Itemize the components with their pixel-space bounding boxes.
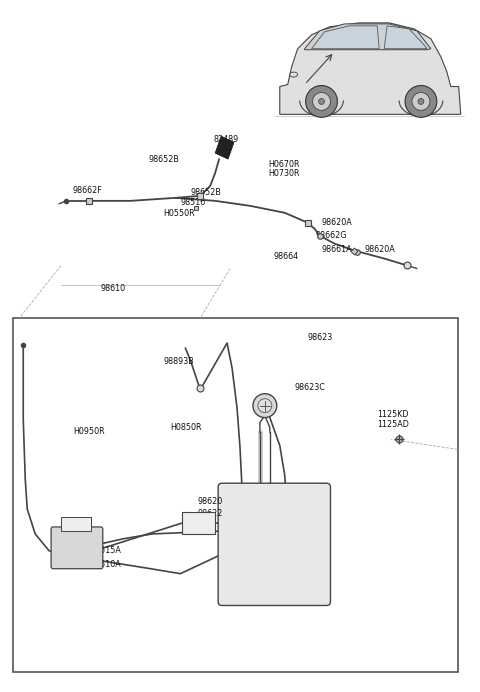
Circle shape <box>258 399 272 412</box>
Bar <box>61 517 91 531</box>
Text: 98620A: 98620A <box>322 218 352 227</box>
Text: 82489: 82489 <box>213 135 239 144</box>
Text: H0850R: H0850R <box>170 423 202 432</box>
Text: 98661A: 98661A <box>322 245 352 254</box>
Text: H0730R: H0730R <box>268 169 300 178</box>
Text: 98652B: 98652B <box>148 154 180 163</box>
FancyBboxPatch shape <box>218 483 330 606</box>
Polygon shape <box>305 24 431 50</box>
Circle shape <box>312 93 330 110</box>
Polygon shape <box>312 26 379 48</box>
Circle shape <box>412 93 430 110</box>
Text: 1125KD: 1125KD <box>377 410 408 419</box>
Polygon shape <box>215 136 234 159</box>
Bar <box>13 318 458 672</box>
Bar <box>182 512 215 534</box>
Text: 98620: 98620 <box>197 497 223 506</box>
Text: 98623C: 98623C <box>295 383 325 392</box>
Text: 98610: 98610 <box>101 284 126 293</box>
Text: 98662F: 98662F <box>73 186 103 195</box>
Text: 1125AD: 1125AD <box>377 420 409 429</box>
Text: 98510A: 98510A <box>91 561 121 570</box>
Polygon shape <box>280 23 461 114</box>
Circle shape <box>253 394 277 417</box>
Text: 98662G: 98662G <box>315 231 347 240</box>
Text: H0670R: H0670R <box>268 160 300 169</box>
Text: 98515A: 98515A <box>91 546 122 555</box>
Polygon shape <box>384 26 427 48</box>
Text: 98622: 98622 <box>197 509 223 518</box>
Text: H0550R: H0550R <box>164 209 195 218</box>
FancyBboxPatch shape <box>51 527 103 569</box>
Text: 98893B: 98893B <box>164 357 194 366</box>
Text: 98664: 98664 <box>274 252 299 261</box>
Text: 98623: 98623 <box>308 333 333 342</box>
Circle shape <box>418 98 424 104</box>
Text: H0950R: H0950R <box>73 427 105 436</box>
Circle shape <box>319 98 324 104</box>
Text: 98652B: 98652B <box>190 188 221 197</box>
Text: 98620A: 98620A <box>364 245 395 254</box>
Ellipse shape <box>290 72 298 77</box>
Text: 98516: 98516 <box>180 199 205 208</box>
Circle shape <box>405 86 437 118</box>
Circle shape <box>306 86 337 118</box>
